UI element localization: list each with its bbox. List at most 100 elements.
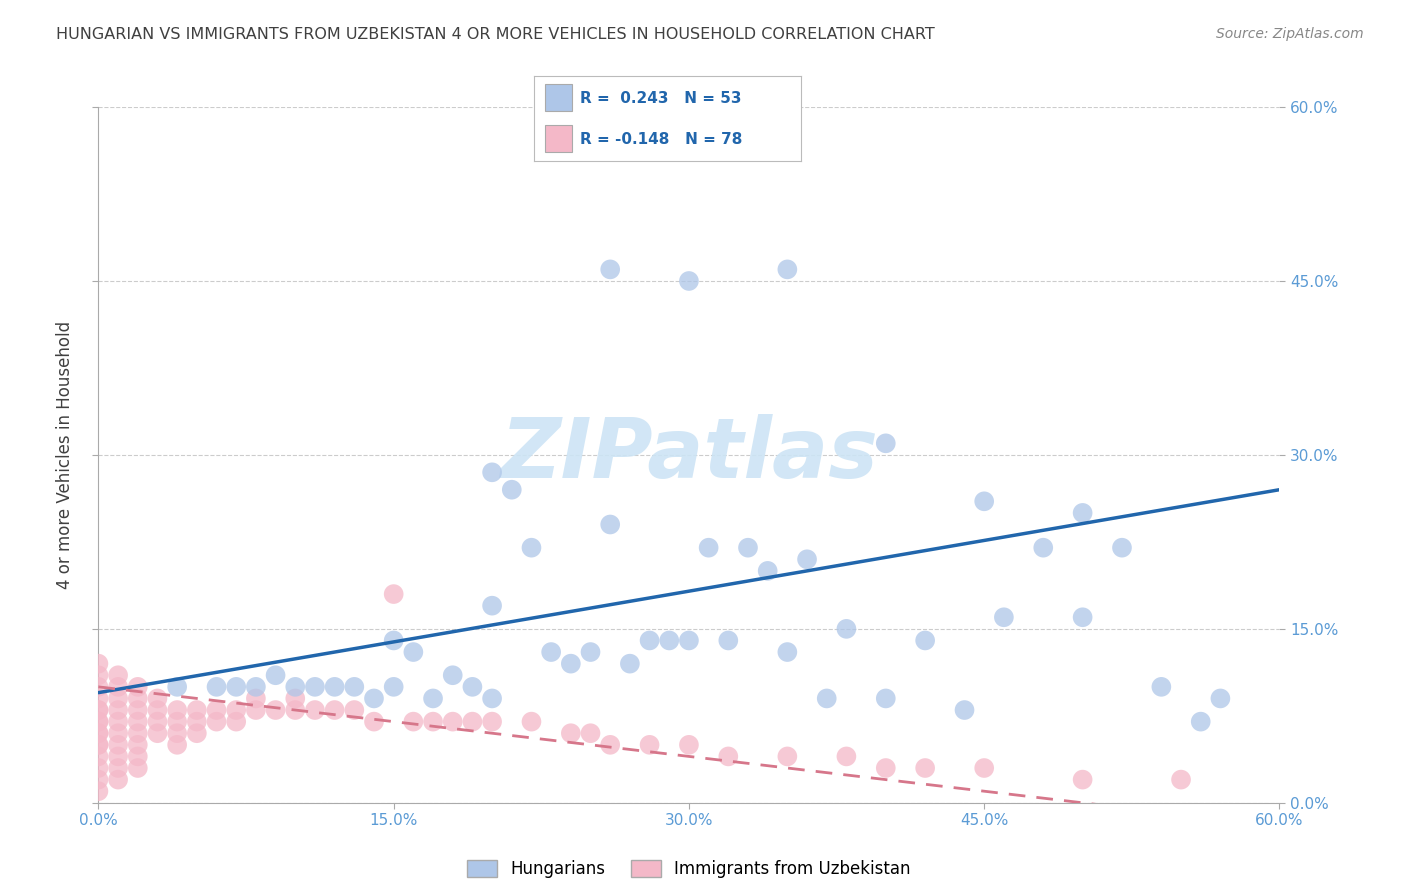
Point — [87, 726, 110, 740]
Point — [481, 599, 503, 613]
Point — [737, 541, 759, 555]
Point — [402, 645, 425, 659]
Text: HUNGARIAN VS IMMIGRANTS FROM UZBEKISTAN 4 OR MORE VEHICLES IN HOUSEHOLD CORRELAT: HUNGARIAN VS IMMIGRANTS FROM UZBEKISTAN … — [56, 27, 935, 42]
Point — [1150, 680, 1173, 694]
Point — [87, 761, 110, 775]
Point — [540, 645, 562, 659]
Point — [756, 564, 779, 578]
Point — [205, 680, 228, 694]
Point — [107, 714, 129, 729]
Point — [107, 691, 129, 706]
Point — [461, 680, 484, 694]
Point — [796, 552, 818, 566]
Point — [205, 714, 228, 729]
Point — [717, 633, 740, 648]
Point — [166, 714, 188, 729]
Point — [481, 714, 503, 729]
Point — [87, 772, 110, 787]
Point — [382, 633, 405, 648]
Point — [343, 680, 366, 694]
Point — [835, 622, 858, 636]
Point — [815, 691, 838, 706]
Point — [304, 680, 326, 694]
Point — [225, 703, 247, 717]
Text: R = -0.148   N = 78: R = -0.148 N = 78 — [579, 132, 742, 147]
Point — [127, 691, 149, 706]
Point — [87, 668, 110, 682]
Point — [1111, 541, 1133, 555]
Point — [481, 466, 503, 480]
Point — [619, 657, 641, 671]
Point — [1032, 541, 1054, 555]
Point — [323, 703, 346, 717]
Point — [284, 691, 307, 706]
FancyBboxPatch shape — [546, 85, 572, 112]
Point — [87, 703, 110, 717]
Point — [678, 738, 700, 752]
Point — [127, 738, 149, 752]
Point — [973, 494, 995, 508]
Point — [363, 714, 385, 729]
Point — [146, 714, 169, 729]
Text: ZIPatlas: ZIPatlas — [501, 415, 877, 495]
Point — [205, 703, 228, 717]
Point — [225, 680, 247, 694]
Point — [343, 703, 366, 717]
Point — [501, 483, 523, 497]
Point — [579, 645, 602, 659]
Point — [678, 633, 700, 648]
Point — [107, 772, 129, 787]
Point — [245, 691, 267, 706]
Point — [560, 657, 582, 671]
Point — [127, 749, 149, 764]
FancyBboxPatch shape — [546, 125, 572, 152]
Point — [658, 633, 681, 648]
Point — [599, 738, 621, 752]
Point — [461, 714, 484, 729]
Point — [1071, 610, 1094, 624]
Point — [127, 714, 149, 729]
Point — [107, 761, 129, 775]
Point — [284, 680, 307, 694]
Point — [441, 714, 464, 729]
Point — [323, 680, 346, 694]
Point — [284, 703, 307, 717]
Point — [225, 714, 247, 729]
Point — [875, 761, 897, 775]
Point — [776, 262, 799, 277]
Point — [579, 726, 602, 740]
Point — [146, 726, 169, 740]
Point — [1170, 772, 1192, 787]
Point — [127, 680, 149, 694]
Point — [87, 714, 110, 729]
Point — [875, 436, 897, 450]
Point — [717, 749, 740, 764]
Point — [186, 703, 208, 717]
Point — [87, 738, 110, 752]
Point — [638, 738, 661, 752]
Point — [87, 714, 110, 729]
Point — [520, 714, 543, 729]
Point — [107, 738, 129, 752]
Point — [245, 703, 267, 717]
Point — [520, 541, 543, 555]
Point — [87, 749, 110, 764]
Point — [382, 587, 405, 601]
Point — [422, 714, 444, 729]
Point — [363, 691, 385, 706]
Point — [166, 680, 188, 694]
Point — [1209, 691, 1232, 706]
Point — [107, 680, 129, 694]
Point — [973, 761, 995, 775]
Point — [697, 541, 720, 555]
Point — [1071, 772, 1094, 787]
Point — [422, 691, 444, 706]
Point — [914, 761, 936, 775]
Point — [127, 761, 149, 775]
Point — [1071, 506, 1094, 520]
Point — [304, 703, 326, 717]
Point — [560, 726, 582, 740]
Point — [638, 633, 661, 648]
Point — [146, 703, 169, 717]
Text: R =  0.243   N = 53: R = 0.243 N = 53 — [579, 91, 741, 106]
